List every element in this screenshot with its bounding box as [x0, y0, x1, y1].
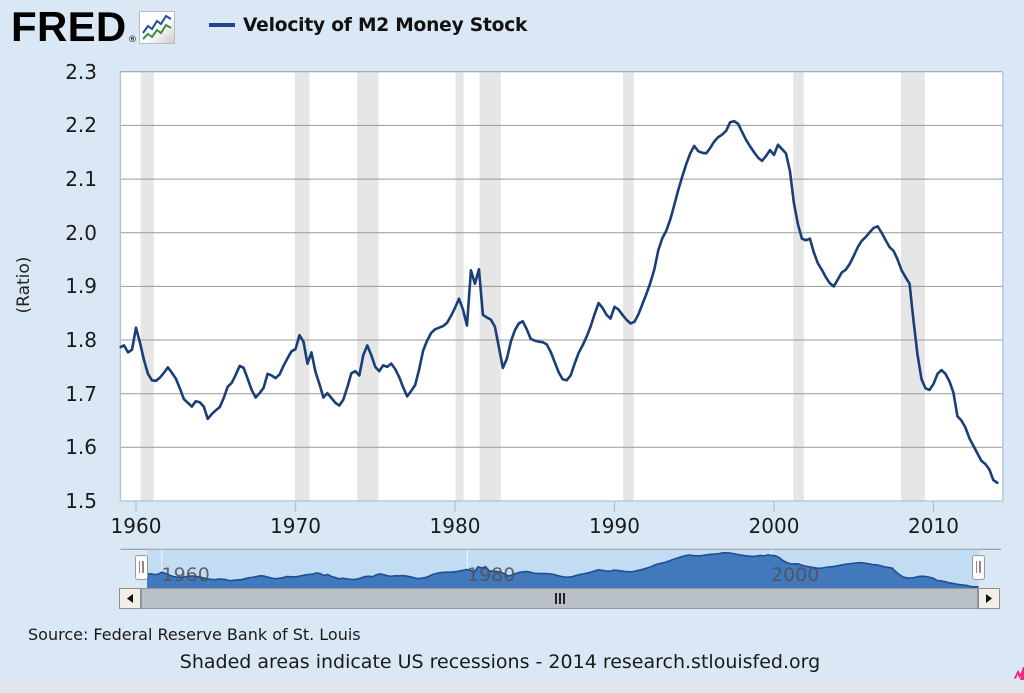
navigator-decade-label: 1960	[161, 564, 210, 586]
y-tick-label: 1.7	[65, 381, 97, 406]
handle-grip-icon	[979, 561, 981, 573]
x-tick-label: 1960	[110, 514, 162, 538]
y-tick-label: 2.2	[65, 113, 97, 138]
x-tick-label: 2000	[748, 514, 800, 538]
navigator-decade-label: 1980	[467, 564, 516, 586]
y-tick-label: 1.8	[65, 328, 97, 353]
y-tick-label: 2.3	[65, 59, 97, 84]
registered-trademark-icon: ®	[128, 35, 137, 45]
legend-line-swatch	[209, 23, 235, 27]
y-tick-label: 2.1	[65, 167, 97, 192]
right-triangle-icon	[986, 593, 992, 603]
x-tick-label: 1980	[429, 514, 481, 538]
x-tick-label: 1990	[589, 514, 640, 538]
velocity-line	[119, 119, 999, 485]
horizontal-scrollbar[interactable]	[119, 587, 1000, 609]
handle-grip-icon	[975, 561, 978, 573]
navigator-line	[146, 551, 979, 588]
navigator-right-handle[interactable]	[971, 554, 985, 580]
scrollbar-grip-icon	[554, 592, 557, 604]
plot-border	[119, 71, 1004, 502]
source-note: Source: Federal Reserve Bank of St. Loui…	[28, 625, 361, 644]
handle-grip-icon	[142, 561, 144, 573]
y-tick-label: 1.9	[65, 274, 97, 299]
x-tick-label: 1970	[270, 514, 321, 538]
handle-grip-icon	[138, 561, 140, 573]
bottom-strip	[0, 678, 1024, 693]
navigator-left-handle[interactable]	[134, 554, 148, 580]
scrollbar-grip-icon	[558, 592, 561, 604]
legend-series-label: Velocity of M2 Money Stock	[243, 14, 528, 36]
x-tick-label: 2010	[908, 514, 959, 538]
scrollbar-track[interactable]	[141, 587, 978, 609]
x-axis-tick-marks	[135, 501, 935, 512]
range-navigator[interactable]	[0, 545, 1024, 593]
scrollbar-grip-icon	[562, 592, 565, 604]
left-triangle-icon	[127, 593, 133, 603]
fred-logo-chart-icon	[139, 11, 175, 44]
y-tick-label: 1.5	[65, 489, 97, 513]
gridlines	[120, 71, 1003, 448]
scrollbar-right-button[interactable]	[978, 587, 1000, 609]
navigator-decade-label: 2000	[771, 564, 820, 586]
legend: Velocity of M2 Money Stock	[209, 12, 527, 38]
y-tick-label: 2.0	[65, 220, 97, 245]
y-tick-label: 1.6	[65, 435, 97, 460]
recession-note: Shaded areas indicate US recessions - 20…	[179, 651, 821, 673]
pink-watermark-fragment	[1014, 667, 1024, 680]
scrollbar-left-button[interactable]	[119, 587, 141, 609]
fred-logo: FRED	[11, 3, 127, 50]
main-plot-area[interactable]	[0, 0, 1024, 560]
